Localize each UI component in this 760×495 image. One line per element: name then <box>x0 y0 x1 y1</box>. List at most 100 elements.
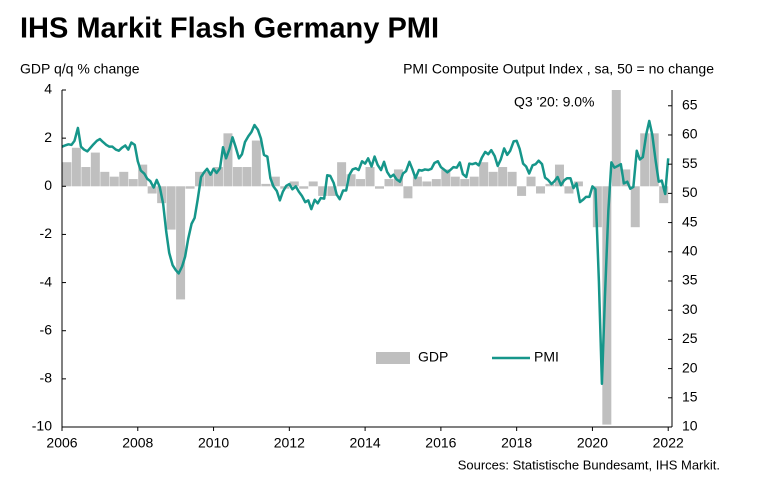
gdp-bar <box>479 162 489 187</box>
gdp-bar <box>507 171 517 187</box>
gdp-bar <box>573 181 583 187</box>
y2-tick-label: 65 <box>682 96 698 112</box>
gdp-bar <box>166 186 176 230</box>
gdp-bar <box>270 176 280 187</box>
x-tick-label: 2016 <box>425 435 456 451</box>
x-tick-label: 2012 <box>274 435 305 451</box>
y-tick-label: 2 <box>44 129 52 145</box>
gdp-bar <box>242 167 252 187</box>
x-tick-label: 2020 <box>577 435 608 451</box>
gdp-bar <box>185 186 195 189</box>
gdp-bar <box>289 181 299 187</box>
y-tick-label: -8 <box>40 370 53 386</box>
gdp-bar <box>517 186 527 196</box>
gdp-bar <box>412 176 422 187</box>
legend-swatch <box>376 352 410 364</box>
gdp-bar <box>356 179 366 187</box>
y2-tick-label: 10 <box>682 418 698 434</box>
y-tick-label: 4 <box>44 81 52 97</box>
gdp-bar <box>62 162 72 187</box>
gdp-bar <box>621 169 631 187</box>
y2-tick-label: 40 <box>682 242 698 258</box>
y2-tick-label: 25 <box>682 330 698 346</box>
x-tick-label: 2006 <box>46 435 77 451</box>
line-group <box>62 119 670 386</box>
y-tick-label: 0 <box>44 177 52 193</box>
gdp-bar <box>554 164 564 187</box>
legend-label: PMI <box>534 349 559 365</box>
y-tick-label: -6 <box>40 321 53 337</box>
gdp-bar <box>318 186 328 196</box>
gdp-bar <box>441 169 451 187</box>
x-tick-label: 2014 <box>350 435 381 451</box>
gdp-bar <box>119 171 129 187</box>
y2-tick-label: 30 <box>682 301 698 317</box>
gdp-bar <box>602 186 612 425</box>
y-axis-label: GDP q/q % change <box>20 61 140 77</box>
gdp-bar <box>545 183 555 187</box>
gdp-bar <box>422 181 432 187</box>
gdp-bar <box>564 186 574 194</box>
y2-tick-label: 50 <box>682 184 698 200</box>
gdp-bar <box>611 90 621 187</box>
gdp-bar <box>299 186 309 189</box>
gdp-bar <box>393 169 403 187</box>
gdp-bar <box>375 186 385 189</box>
gdp-bar <box>251 140 261 187</box>
gdp-bar <box>659 186 669 204</box>
source-note: Sources: Statistische Bundesamt, IHS Mar… <box>458 457 720 472</box>
gdp-bar <box>488 171 498 187</box>
annotation: Q3 '20: 9.0% <box>514 94 595 110</box>
gdp-bar <box>384 179 394 187</box>
x-tick-label: 2008 <box>122 435 153 451</box>
gdp-bar <box>223 133 233 187</box>
gdp-bar <box>90 152 100 187</box>
gdp-bar <box>109 176 119 187</box>
gdp-bar <box>469 176 479 187</box>
gdp-bar <box>261 183 271 187</box>
gdp-bar <box>403 186 413 199</box>
y-tick-label: -2 <box>40 225 53 241</box>
gdp-bar <box>71 147 81 187</box>
gdp-bar <box>138 164 148 187</box>
y2-tick-label: 45 <box>682 213 698 229</box>
gdp-bar <box>204 171 214 187</box>
gdp-bar <box>213 167 223 187</box>
chart-title: IHS Markit Flash Germany PMI <box>20 13 439 45</box>
gdp-bar <box>327 186 337 196</box>
gdp-bar <box>176 186 186 300</box>
gdp-bar <box>450 176 460 187</box>
gdp-bar <box>536 186 546 194</box>
x-tick-label: 2018 <box>501 435 532 451</box>
gdp-bar <box>630 186 640 228</box>
y2-tick-label: 15 <box>682 389 698 405</box>
gdp-bar <box>365 167 375 187</box>
gdp-bar <box>640 133 650 187</box>
y-tick-label: -10 <box>32 418 52 434</box>
gdp-bar <box>81 167 91 187</box>
y2-tick-label: 35 <box>682 272 698 288</box>
gdp-bar <box>346 174 356 187</box>
legend-label: GDP <box>418 349 448 365</box>
gdp-bar <box>308 181 318 187</box>
gdp-bar <box>128 179 138 187</box>
y2-tick-label: 20 <box>682 359 698 375</box>
x-tick-label: 2010 <box>198 435 229 451</box>
x-tick-label: 2022 <box>653 435 684 451</box>
y2-tick-label: 55 <box>682 155 698 171</box>
bar-group <box>62 90 669 425</box>
gdp-bar <box>460 179 470 187</box>
y2-axis-label: PMI Composite Output Index , sa, 50 = no… <box>403 61 714 77</box>
gdp-bar <box>337 162 347 187</box>
gdp-bar <box>498 167 508 187</box>
gdp-bar <box>232 167 242 187</box>
gdp-bar <box>431 179 441 187</box>
pmi-line <box>62 119 670 386</box>
gdp-bar <box>649 133 659 187</box>
gdp-bar <box>526 176 536 187</box>
y-tick-label: -4 <box>40 273 53 289</box>
gdp-bar <box>147 186 157 194</box>
gdp-bar <box>100 171 110 187</box>
y2-tick-label: 60 <box>682 126 698 142</box>
